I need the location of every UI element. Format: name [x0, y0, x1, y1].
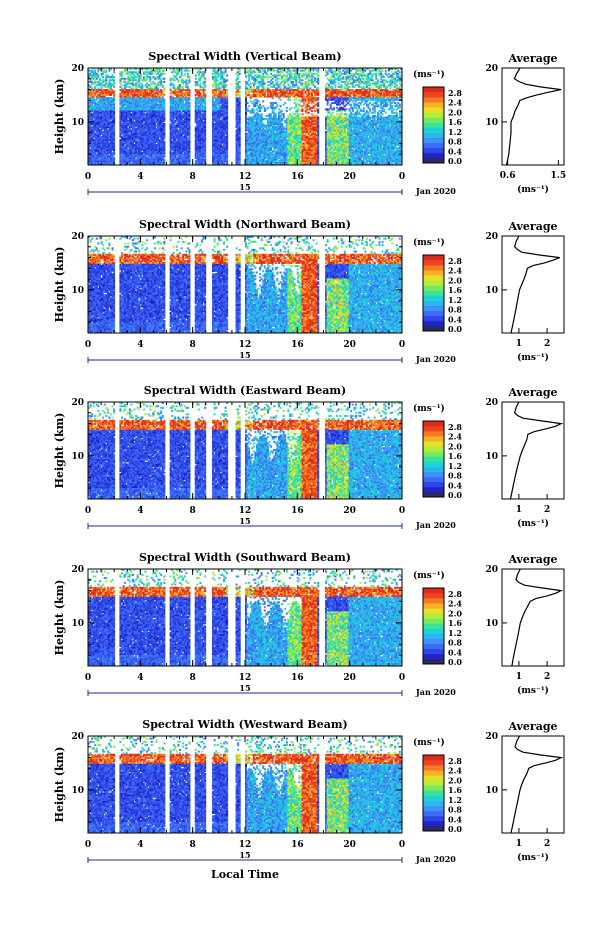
heatmap-cell: [105, 70, 107, 72]
heatmap-cell: [121, 84, 123, 86]
heatmap-cell: [113, 157, 115, 159]
figure: Spectral Width (Vertical Beam)2010Height…: [0, 0, 616, 929]
heatmap-cell: [113, 71, 115, 73]
heatmap-cell: [94, 70, 96, 72]
heatmap-cells: [88, 68, 402, 165]
heatmap-cell: [113, 91, 115, 93]
heatmap-cell: [102, 76, 104, 78]
panel-vertical: Spectral Width (Vertical Beam)2010Height…: [53, 50, 566, 196]
heatmap-cell: [113, 79, 115, 81]
heatmap-cell: [113, 86, 115, 88]
heatmap-cell: [97, 74, 99, 76]
heatmap-cell: [113, 76, 115, 78]
panel-title: Spectral Width (Vertical Beam): [148, 50, 341, 63]
